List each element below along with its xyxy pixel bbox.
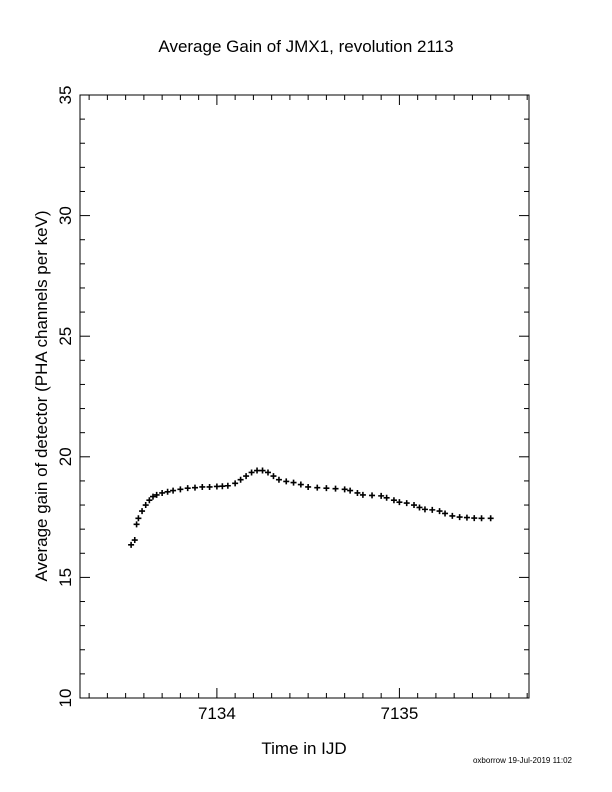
- data-point: [369, 492, 376, 499]
- data-point: [139, 508, 146, 515]
- tick-labels: 10 15 20 25 30 35 7134 7135: [56, 86, 418, 723]
- data-point: [297, 481, 304, 488]
- data-point: [206, 483, 213, 490]
- data-point: [219, 483, 226, 490]
- x-axis-label: Time in IJD: [261, 739, 346, 758]
- data-point: [378, 492, 385, 499]
- data-point: [135, 515, 142, 522]
- data-point: [128, 541, 135, 548]
- y-axis-label: Average gain of detector (PHA channels p…: [32, 210, 51, 581]
- data-point: [283, 478, 290, 485]
- data-point: [243, 473, 250, 480]
- data-point: [142, 502, 149, 509]
- data-point: [153, 491, 160, 498]
- data-point: [259, 467, 266, 474]
- data-point: [442, 510, 449, 517]
- data-point: [270, 473, 277, 480]
- data-point: [191, 484, 198, 491]
- data-point: [421, 506, 428, 513]
- data-point: [232, 480, 239, 487]
- y-tick-label: 25: [56, 327, 75, 346]
- data-point: [170, 487, 177, 494]
- data-point: [471, 515, 478, 522]
- data-point: [436, 508, 443, 515]
- data-point: [305, 483, 312, 490]
- y-tick-label: 30: [56, 206, 75, 225]
- data-point: [403, 500, 410, 507]
- data-point: [429, 506, 436, 513]
- data-point: [463, 514, 470, 521]
- data-point: [150, 493, 157, 500]
- data-point: [456, 514, 463, 521]
- data-point: [341, 486, 348, 493]
- data-point: [146, 497, 153, 504]
- data-point: [224, 482, 231, 489]
- data-point: [396, 499, 403, 506]
- y-tick-label: 15: [56, 568, 75, 587]
- data-point: [131, 537, 138, 544]
- data-point: [449, 512, 456, 519]
- data-point: [264, 469, 271, 476]
- data-point: [184, 485, 191, 492]
- data-point: [213, 483, 220, 490]
- data-point: [199, 483, 206, 490]
- data-point: [133, 521, 140, 528]
- data-point: [359, 491, 366, 498]
- data-point: [390, 497, 397, 504]
- data-point: [478, 515, 485, 522]
- y-tick-label: 20: [56, 447, 75, 466]
- data-point: [159, 489, 166, 496]
- data-point: [177, 486, 184, 493]
- data-points: [128, 467, 494, 548]
- data-point: [347, 487, 354, 494]
- y-tick-label: 35: [56, 86, 75, 105]
- x-tick-label: 7134: [198, 704, 236, 723]
- data-point: [416, 504, 423, 511]
- data-point: [290, 479, 297, 486]
- data-point: [275, 476, 282, 483]
- data-point: [332, 485, 339, 492]
- y-tick-label: 10: [56, 689, 75, 708]
- x-tick-label: 7135: [380, 704, 418, 723]
- footer-credit: oxborrow 19-Jul-2019 11:02: [472, 756, 572, 765]
- data-point: [237, 476, 244, 483]
- data-point: [164, 488, 171, 495]
- axis-ticks: [80, 94, 529, 699]
- data-point: [323, 485, 330, 492]
- data-point: [383, 494, 390, 501]
- chart-title: Average Gain of JMX1, revolution 2113: [158, 37, 453, 56]
- data-point: [487, 515, 494, 522]
- data-point: [248, 469, 255, 476]
- data-point: [254, 467, 261, 474]
- data-point: [354, 489, 361, 496]
- data-point: [411, 502, 418, 509]
- plot-frame: [79, 94, 530, 699]
- data-point: [314, 484, 321, 491]
